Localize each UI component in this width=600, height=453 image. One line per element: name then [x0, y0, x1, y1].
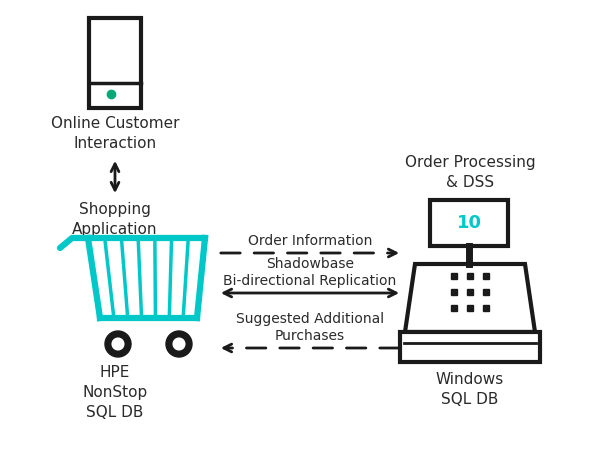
Text: HPE
NonStop
SQL DB: HPE NonStop SQL DB [82, 365, 148, 419]
Text: Windows
SQL DB: Windows SQL DB [436, 372, 504, 407]
Text: Suggested Additional
Purchases: Suggested Additional Purchases [236, 312, 384, 343]
Text: Online Customer
Interaction: Online Customer Interaction [51, 116, 179, 151]
Text: Order Processing
& DSS: Order Processing & DSS [404, 155, 535, 190]
Circle shape [105, 331, 131, 357]
Polygon shape [405, 264, 535, 332]
Text: 10: 10 [457, 214, 482, 232]
Text: Shopping
Application: Shopping Application [72, 202, 158, 237]
Circle shape [166, 331, 192, 357]
Circle shape [173, 338, 185, 350]
Bar [430, 200, 508, 246]
Bar [89, 18, 141, 108]
Bar [400, 332, 540, 362]
Circle shape [112, 338, 124, 350]
Text: Order Information: Order Information [248, 234, 372, 248]
Text: Shadowbase
Bi-directional Replication: Shadowbase Bi-directional Replication [223, 257, 397, 288]
